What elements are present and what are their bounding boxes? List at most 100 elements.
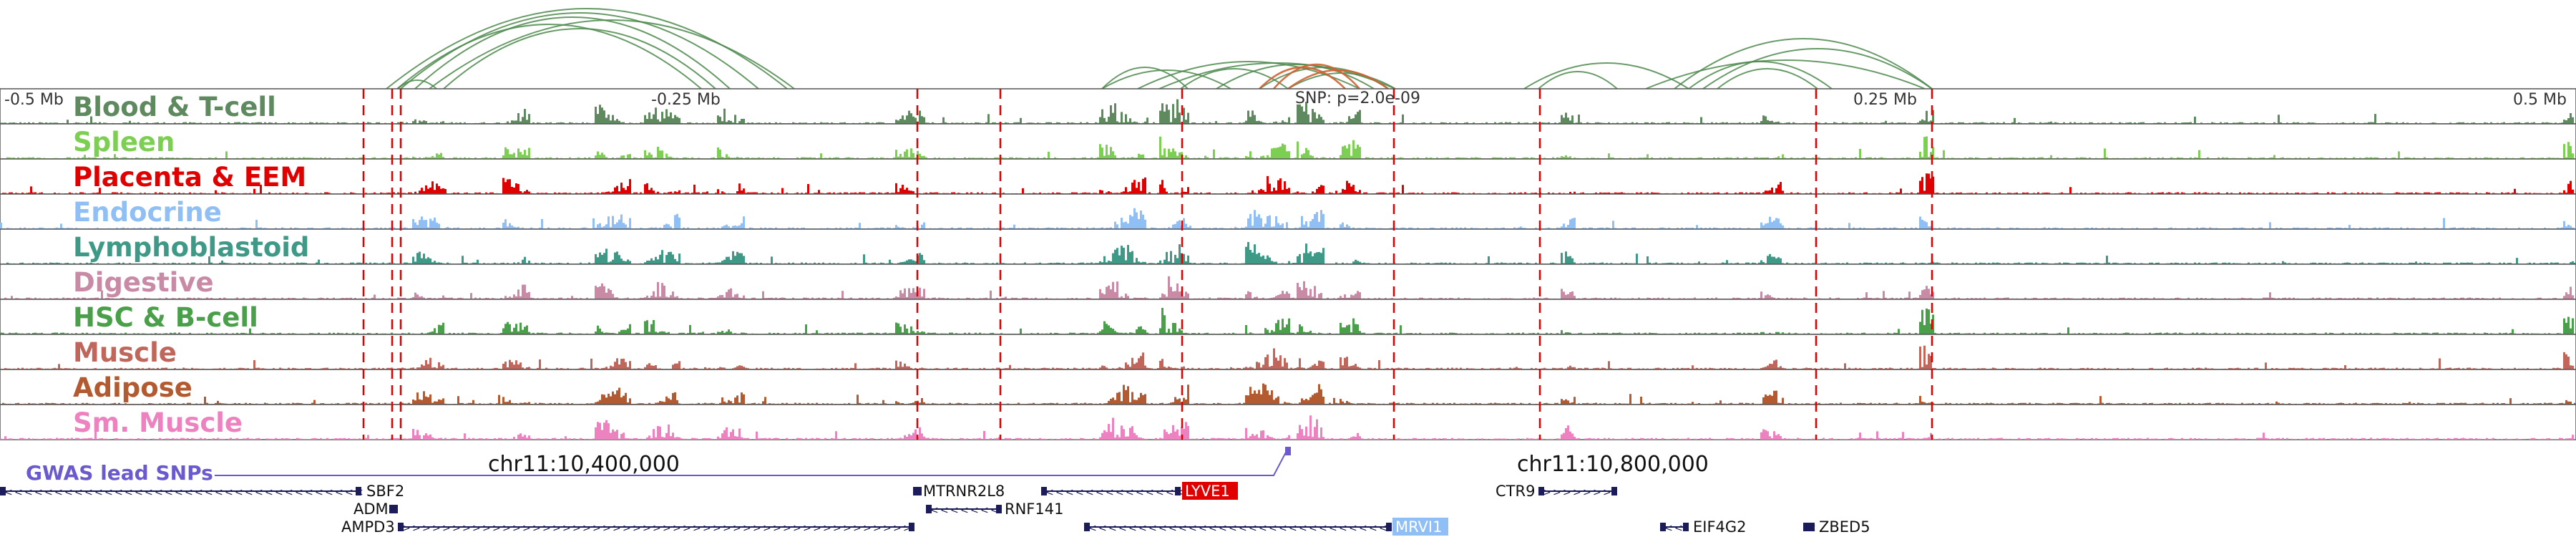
track-1: Spleen [0,123,2576,160]
strand-chevron: < [325,487,333,498]
track-label: Digestive [73,267,214,298]
strand-chevron: < [235,487,243,498]
strand-chevron: < [84,487,93,498]
strand-chevron: > [833,523,841,534]
strand-chevron: < [1299,523,1307,534]
gene-exon [1660,523,1666,531]
track-5: Digestive [0,263,2576,300]
strand-chevron: < [1096,487,1104,498]
gene-label: LYVE1 [1185,483,1230,500]
strand-chevron: > [883,523,892,534]
gene-label: ADM [353,500,389,518]
chromatin-loop [396,24,702,90]
strand-chevron: < [335,487,343,498]
strand-chevron: < [1138,523,1147,534]
track-label: Spleen [73,127,175,158]
strand-chevron: > [803,523,811,534]
gene-label: CTR9 [1496,483,1535,500]
strand-chevron: > [1553,487,1561,498]
gene-mrvi1: < < < < < < < < < < < < < < < < < < < < < < < < < < < < < < MRVI1 [1084,518,1448,536]
track-8: Adipose [0,369,2576,405]
track-label: Endocrine [73,197,222,228]
gene-exon [356,487,361,495]
strand-chevron: > [753,523,761,534]
track-0: Blood & T-cell [0,88,2576,125]
strand-chevron: < [305,487,313,498]
track-signal [0,136,2576,159]
strand-chevron: < [1169,523,1177,534]
strand-chevron: < [1674,523,1683,534]
gene-label: RNF141 [1005,500,1063,518]
gene-mtrnr2l8: MTRNR2L8 [913,483,1005,500]
gene-exon [1683,523,1689,531]
strand-chevron: > [1583,487,1591,498]
strand-chevron: > [1573,487,1581,498]
strand-chevron: > [1603,487,1611,498]
strand-chevron: < [1279,523,1287,534]
track-signal [0,345,2576,369]
strand-chevron: > [482,523,491,534]
strand-chevron: > [602,523,611,534]
strand-chevron: < [1664,523,1673,534]
strand-chevron: < [125,487,133,498]
gene-label: ZBED5 [1819,518,1870,536]
strand-chevron: > [613,523,621,534]
strand-chevron: < [64,487,73,498]
track-label: Lymphoblastoid [73,232,309,263]
track-label: Blood & T-cell [73,92,276,122]
strand-chevron: < [1369,523,1377,534]
strand-chevron: < [74,487,83,498]
chromatin-loop [400,12,759,90]
strand-chevron: > [432,523,441,534]
track-signal [0,99,2576,124]
gene-exon [1803,523,1809,531]
strand-chevron: < [24,487,33,498]
strand-chevron: > [1543,487,1551,498]
chromatin-loop [1180,68,1289,90]
strand-chevron: > [713,523,721,534]
track-frame [0,369,2576,405]
strand-chevron: > [813,523,821,534]
strand-chevron: > [472,523,481,534]
strand-chevron: < [1166,487,1174,498]
strand-chevron: > [582,523,591,534]
strand-chevron: < [1239,523,1247,534]
strand-chevron: < [345,487,353,498]
chromatin-loop [1216,64,1375,90]
gene-label: MTRNR2L8 [923,483,1005,500]
strand-chevron: < [34,487,43,498]
strand-chevron: < [265,487,273,498]
enhancer-markers [362,89,1933,440]
strand-chevron: < [1199,523,1207,534]
chromatin-loop-alt [1273,63,1360,90]
gene-highlight-box [1392,518,1448,536]
gene-label: EIF4G2 [1693,518,1747,536]
strand-chevron: < [155,487,163,498]
signal-tracks: Blood & T-cell Spleen Placenta & EEM Endocr… [0,88,2576,440]
strand-chevron: < [1065,487,1074,498]
chromatin-loop [1674,38,1933,90]
strand-chevron: < [1339,523,1347,534]
strand-chevron: > [863,523,872,534]
gene-exon [913,487,919,495]
strand-chevron: < [1045,487,1054,498]
strand-chevron: < [1259,523,1267,534]
strand-chevron: < [1229,523,1237,534]
strand-chevron: < [1269,523,1277,534]
strand-chevron: < [1156,487,1164,498]
strand-chevron: > [783,523,791,534]
chromatin-loop [386,8,788,90]
strand-chevron: > [412,523,421,534]
gwas-track [215,447,1291,476]
strand-chevron: < [1349,523,1357,534]
strand-chevron: < [1249,523,1257,534]
strand-chevron: < [285,487,293,498]
gene-exon [1538,487,1544,495]
gene-ctr9: > > > > > > >CTR9 [1496,483,1617,500]
strand-chevron: < [1136,487,1144,498]
strand-chevron: > [663,523,671,534]
track-label: Adipose [73,372,192,403]
gene-exon [996,505,1002,513]
gene-exon [1041,487,1047,495]
